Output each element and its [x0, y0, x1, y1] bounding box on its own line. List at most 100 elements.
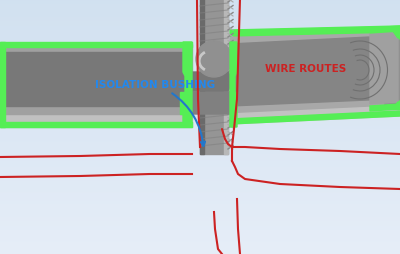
Bar	[0, 14, 400, 15]
Polygon shape	[224, 0, 228, 154]
Bar	[0, 207, 400, 208]
Bar	[0, 249, 400, 250]
Bar	[0, 189, 400, 190]
Bar	[0, 100, 400, 101]
Bar	[0, 185, 400, 186]
Bar	[0, 223, 400, 224]
Bar	[0, 200, 400, 201]
Bar	[0, 174, 400, 175]
Bar	[0, 44, 400, 45]
Polygon shape	[200, 0, 228, 154]
Bar	[0, 2, 400, 3]
Bar	[0, 43, 400, 44]
Bar	[0, 40, 400, 41]
Bar	[0, 82, 400, 83]
Bar	[0, 72, 400, 73]
Bar	[0, 54, 400, 55]
Bar	[0, 97, 400, 98]
Bar	[0, 59, 400, 60]
Bar	[0, 57, 400, 58]
Bar	[0, 50, 400, 51]
Bar	[0, 203, 400, 204]
Bar	[0, 108, 400, 109]
Bar	[0, 52, 400, 53]
Bar	[0, 205, 400, 206]
Bar	[0, 180, 400, 181]
Bar	[0, 39, 400, 40]
Bar	[0, 146, 400, 147]
Bar	[0, 0, 400, 1]
Bar	[0, 219, 400, 220]
Bar	[0, 186, 400, 187]
Polygon shape	[370, 105, 400, 112]
Bar	[0, 37, 400, 38]
Bar	[0, 132, 400, 133]
Bar	[0, 227, 400, 228]
Bar	[0, 83, 400, 84]
Bar	[0, 78, 400, 79]
Bar	[0, 15, 400, 16]
Bar	[0, 105, 400, 106]
Bar	[0, 235, 400, 236]
Bar	[0, 243, 400, 244]
Bar	[0, 107, 400, 108]
Bar	[0, 23, 400, 24]
Bar	[0, 188, 400, 189]
Bar	[0, 149, 400, 150]
Bar	[0, 91, 400, 92]
Bar	[0, 154, 400, 155]
Bar	[0, 35, 400, 36]
Bar	[0, 167, 400, 168]
Bar	[0, 141, 400, 142]
Bar	[0, 215, 400, 216]
Bar	[0, 212, 400, 213]
Bar	[0, 229, 400, 230]
Bar	[0, 251, 400, 252]
Bar	[0, 25, 400, 26]
Bar	[0, 87, 400, 88]
Bar	[0, 231, 400, 232]
Bar	[0, 197, 400, 198]
Bar	[0, 65, 400, 66]
Bar	[0, 109, 400, 110]
Bar	[0, 163, 400, 164]
Bar	[0, 41, 400, 42]
Bar	[0, 193, 400, 194]
Bar	[0, 246, 400, 247]
Bar	[0, 133, 400, 134]
Bar	[0, 27, 400, 28]
Bar	[0, 28, 400, 29]
Bar	[0, 206, 400, 207]
Bar	[0, 128, 400, 129]
Bar	[0, 90, 400, 91]
Bar	[0, 70, 400, 71]
Bar	[0, 237, 400, 238]
Bar	[0, 157, 400, 158]
Bar	[0, 164, 400, 165]
Bar	[0, 8, 400, 9]
Bar	[0, 245, 400, 246]
Bar	[0, 61, 400, 62]
Bar	[0, 29, 400, 30]
Polygon shape	[200, 42, 228, 77]
Bar	[0, 209, 400, 210]
Polygon shape	[230, 30, 400, 115]
Bar	[0, 86, 400, 87]
Bar	[0, 110, 400, 112]
Bar	[0, 55, 400, 56]
Bar	[0, 171, 400, 172]
Bar	[0, 242, 400, 243]
Bar	[0, 46, 400, 47]
Bar	[0, 253, 400, 254]
Bar	[0, 216, 400, 217]
Bar	[0, 160, 400, 161]
Bar	[0, 117, 400, 118]
Bar	[0, 124, 400, 125]
Bar	[0, 34, 400, 35]
Bar	[0, 201, 400, 202]
Bar	[0, 218, 400, 219]
Bar	[0, 134, 400, 135]
Bar	[0, 56, 400, 57]
Polygon shape	[200, 0, 204, 154]
Bar	[0, 6, 400, 7]
